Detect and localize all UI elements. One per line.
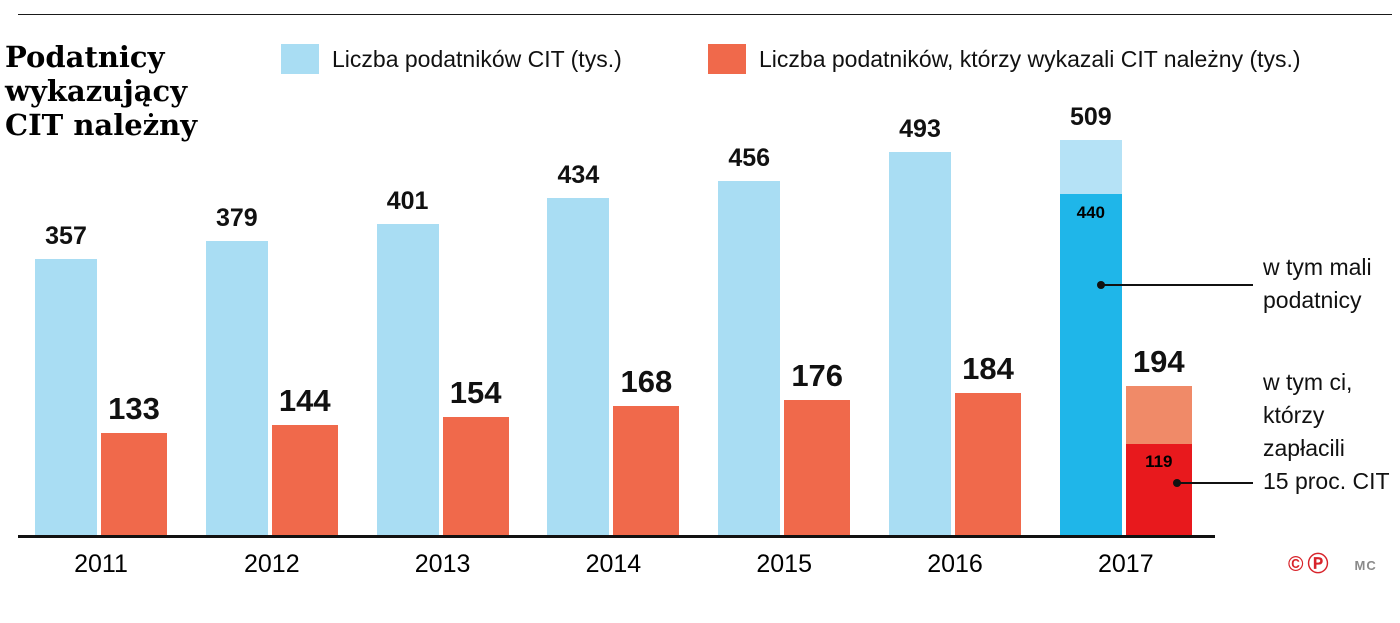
- bar-paid-15-percent-2017: [1125, 444, 1192, 537]
- plot-area: 357 133 379 144 401 154 434 168 456 176 493 184 440 1…: [35, 102, 1192, 537]
- legend-swatch-cit-due: [708, 44, 746, 74]
- value-label-cit-2015: 456: [728, 144, 771, 173]
- value-label-cit-2017: 509: [1069, 102, 1112, 131]
- value-label-cit-2014: 434: [557, 161, 600, 190]
- x-tick-2017: 2017: [1097, 550, 1154, 578]
- p-circle-icon: Ⓟ: [1307, 553, 1329, 576]
- x-tick-2012: 2012: [243, 550, 300, 578]
- x-axis-line: [18, 535, 1215, 538]
- annotation-line-small-taxpayers: [1104, 284, 1253, 286]
- bar-cit-due-2011: [101, 433, 167, 537]
- value-label-cit-2011: 357: [45, 221, 87, 250]
- bar-cit-2012: [205, 241, 268, 537]
- value-label-cit-due-2017: 194: [1132, 343, 1185, 379]
- bar-cit-rest-2017: [1059, 140, 1122, 194]
- footer-marks: © Ⓟ MC: [1288, 554, 1377, 576]
- bar-cit-2011: [35, 258, 97, 537]
- value-label-cit-2016: 493: [899, 115, 941, 144]
- legend-item-cit: Liczba podatników CIT (tys.): [281, 44, 622, 74]
- legend-swatch-cit: [281, 44, 319, 74]
- bar-cit-due-2014: [613, 405, 680, 537]
- x-tick-2011: 2011: [74, 550, 128, 578]
- credit-label: MC: [1354, 557, 1377, 573]
- bar-cit-due-2015: [784, 399, 851, 537]
- legend-label-cit-due: Liczba podatników, którzy wykazali CIT n…: [759, 45, 1301, 72]
- x-tick-2014: 2014: [585, 550, 642, 578]
- value-label-cit-due-2015: 176: [791, 357, 844, 393]
- annotation-line-paid-15-percent: [1180, 482, 1253, 484]
- annotation-dot-paid-15-percent: [1173, 479, 1181, 487]
- value-label-cit-due-2016: 184: [962, 351, 1014, 387]
- bar-cit-2015: [718, 181, 781, 537]
- x-axis-labels: 2011 2012 2013 2014 2015 2016 2017: [0, 550, 1400, 586]
- x-tick-2015: 2015: [756, 550, 812, 578]
- top-rule: [18, 14, 1392, 15]
- bar-cit-due-2013: [442, 416, 509, 537]
- chart-title: Podatnicy wykazujący CIT należny: [5, 40, 198, 142]
- legend-item-cit-due: Liczba podatników, którzy wykazali CIT n…: [708, 44, 1301, 74]
- inner-value-small-taxpayers: 440: [1076, 202, 1105, 222]
- value-label-cit-2013: 401: [386, 187, 429, 216]
- x-tick-2013: 2013: [414, 550, 471, 578]
- annotation-small-taxpayers: w tym mali podatnicy: [1263, 254, 1372, 313]
- bar-cit-2016: [889, 152, 951, 537]
- inner-value-paid-15-percent: 119: [1145, 452, 1173, 472]
- value-label-cit-due-2012: 144: [278, 382, 331, 418]
- bar-cit-due-rest-2017: [1125, 385, 1192, 445]
- legend-label-cit: Liczba podatników CIT (tys.): [332, 45, 622, 72]
- bar-cit-2013: [376, 224, 439, 537]
- value-label-cit-due-2014: 168: [620, 363, 673, 399]
- bar-cit-small-taxpayers-2017: [1059, 193, 1122, 537]
- value-label-cit-2012: 379: [215, 204, 258, 233]
- bar-cit-2014: [547, 198, 610, 537]
- bar-cit-due-2016: [955, 393, 1021, 537]
- annotation-paid-15-percent: w tym ci, którzy zapłacili 15 proc. CIT: [1263, 369, 1390, 494]
- x-tick-2016: 2016: [927, 550, 983, 578]
- value-label-cit-due-2011: 133: [108, 391, 160, 427]
- copyright-icon: ©: [1288, 553, 1304, 576]
- value-label-cit-due-2013: 154: [449, 374, 502, 410]
- bar-cit-due-2012: [271, 424, 338, 537]
- annotation-dot-small-taxpayers: [1097, 281, 1105, 289]
